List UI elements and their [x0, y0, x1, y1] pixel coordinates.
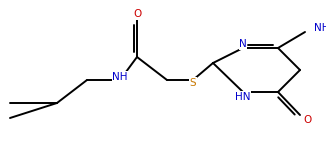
- Text: HN: HN: [235, 92, 251, 102]
- Text: O: O: [133, 9, 141, 19]
- Text: O: O: [304, 115, 312, 125]
- Text: S: S: [190, 78, 196, 88]
- Text: NH₂: NH₂: [314, 23, 326, 33]
- Text: N: N: [239, 39, 247, 49]
- Text: NH: NH: [112, 72, 128, 82]
